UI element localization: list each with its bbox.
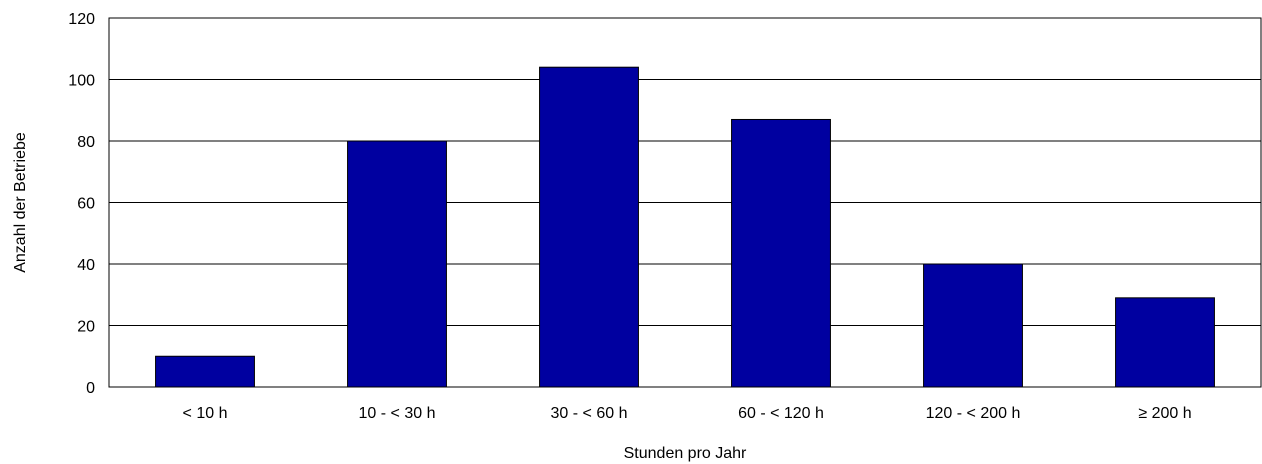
plot-frame bbox=[108, 17, 1262, 388]
x-axis-title: Stunden pro Jahr bbox=[624, 445, 747, 462]
bar bbox=[347, 140, 447, 388]
x-tick-label: 120 - < 200 h bbox=[926, 405, 1021, 422]
bar bbox=[731, 118, 831, 388]
x-tick-label: 10 - < 30 h bbox=[359, 405, 436, 422]
bar bbox=[923, 263, 1023, 388]
y-tick-label: 20 bbox=[77, 319, 95, 336]
y-axis-title: Anzahl der Betriebe bbox=[12, 132, 29, 273]
bar bbox=[1115, 297, 1215, 388]
bar bbox=[539, 66, 639, 388]
x-tick-label: 60 - < 120 h bbox=[738, 405, 824, 422]
y-tick-label: 40 bbox=[77, 257, 95, 274]
bars bbox=[155, 66, 1215, 388]
y-tick-label: 100 bbox=[68, 73, 95, 90]
bar bbox=[155, 355, 255, 388]
gridlines bbox=[109, 17, 1261, 388]
y-tick-label: 60 bbox=[77, 196, 95, 213]
x-tick-label: ≥ 200 h bbox=[1138, 405, 1191, 422]
y-tick-label: 80 bbox=[77, 134, 95, 151]
y-tick-label: 120 bbox=[68, 11, 95, 28]
x-tick-labels: < 10 h 10 - < 30 h 30 - < 60 h 60 - < 120 h… bbox=[183, 405, 1192, 422]
x-tick-label: < 10 h bbox=[183, 405, 228, 422]
y-tick-labels: 0 20 40 60 80 100 120 bbox=[68, 11, 95, 397]
y-tick-label: 0 bbox=[86, 380, 95, 397]
x-tick-label: 30 - < 60 h bbox=[551, 405, 628, 422]
